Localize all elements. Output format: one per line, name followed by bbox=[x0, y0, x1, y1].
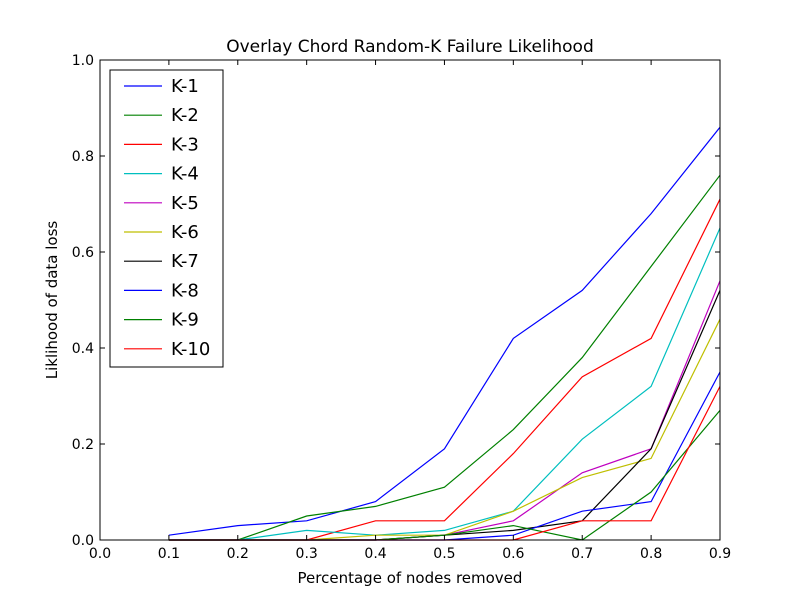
series-line-k2 bbox=[168, 174, 721, 541]
legend-label: K-6 bbox=[171, 222, 199, 243]
x-tick-label: 0.9 bbox=[709, 546, 731, 562]
y-tick-label: 0.4 bbox=[72, 341, 94, 357]
legend-label: K-8 bbox=[171, 280, 199, 301]
x-tick-label: 0.4 bbox=[364, 546, 386, 562]
y-axis-title: Liklihood of data loss bbox=[43, 221, 61, 380]
y-tick-label: 0.6 bbox=[72, 245, 94, 261]
legend-label: K-7 bbox=[171, 251, 199, 272]
legend-item: K-7 bbox=[124, 251, 199, 272]
x-axis-title: Percentage of nodes removed bbox=[298, 569, 523, 587]
legend-item: K-10 bbox=[124, 339, 210, 360]
x-tick-label: 0.8 bbox=[640, 546, 662, 562]
legend-item: K-2 bbox=[124, 105, 199, 126]
y-tick-label: 0.2 bbox=[72, 437, 94, 453]
legend-label: K-10 bbox=[171, 339, 210, 360]
x-tick-label: 0.2 bbox=[227, 546, 249, 562]
legend-item: K-5 bbox=[124, 193, 199, 214]
legend-box bbox=[109, 69, 224, 368]
x-tick-label: 0.0 bbox=[89, 546, 111, 562]
series-line-k4 bbox=[168, 227, 721, 541]
legend-item: K-4 bbox=[124, 164, 199, 185]
legend-label: K-3 bbox=[171, 134, 199, 155]
x-tick-label: 0.7 bbox=[571, 546, 593, 562]
legend-label: K-9 bbox=[171, 310, 199, 331]
y-tick-label: 0.0 bbox=[72, 533, 94, 549]
legend-item: K-8 bbox=[124, 280, 199, 301]
series-line-k7 bbox=[168, 290, 721, 541]
chart-title: Overlay Chord Random-K Failure Likelihoo… bbox=[226, 37, 594, 57]
x-tick-label: 0.6 bbox=[502, 546, 524, 562]
legend-label: K-1 bbox=[171, 76, 199, 97]
series-line-k6 bbox=[168, 318, 721, 541]
plot-frame bbox=[99, 59, 721, 541]
legend-label: K-5 bbox=[171, 193, 199, 214]
plot-lines bbox=[168, 126, 721, 541]
series-line-k3 bbox=[168, 198, 721, 541]
series-line-k1 bbox=[168, 126, 721, 536]
axis-ticks: 0.0 0.1 0.2 0.3 0.4 0.5 0.6 0.7 0.8 0.9 0.0 0.2 0.4 0… bbox=[72, 53, 731, 562]
legend-item: K-9 bbox=[124, 310, 199, 331]
legend-label: K-2 bbox=[171, 105, 199, 126]
legend-item: K-6 bbox=[124, 222, 199, 243]
y-tick-label: 1.0 bbox=[72, 53, 94, 69]
x-tick-label: 0.1 bbox=[158, 546, 180, 562]
legend-item: K-3 bbox=[124, 134, 199, 155]
x-tick-label: 0.3 bbox=[296, 546, 318, 562]
y-tick-label: 0.8 bbox=[72, 149, 94, 165]
legend: K-1 K-2 K-3 K-4 K-5 K-6 K-7 K-8 K-9 K-10 bbox=[109, 69, 224, 368]
legend-item: K-1 bbox=[124, 76, 199, 97]
legend-label: K-4 bbox=[171, 164, 199, 185]
x-tick-label: 0.5 bbox=[433, 546, 455, 562]
